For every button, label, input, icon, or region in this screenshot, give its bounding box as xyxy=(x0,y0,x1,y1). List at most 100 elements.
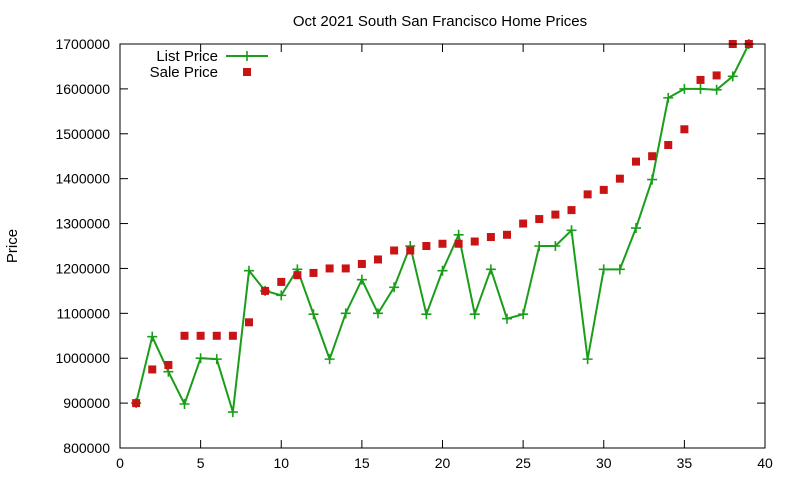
sale-price-point xyxy=(293,271,302,280)
list-price-point xyxy=(469,309,480,320)
list-price-point xyxy=(389,282,400,293)
sale-price-point xyxy=(228,331,237,340)
sale-price-point xyxy=(132,399,141,408)
sale-price-point xyxy=(712,71,721,80)
x-tick-label: 25 xyxy=(515,455,531,471)
y-tick-label: 1600000 xyxy=(55,81,110,97)
legend-label-sale-price: Sale Price xyxy=(150,64,218,81)
list-price-point xyxy=(179,399,190,410)
x-tick-label: 35 xyxy=(677,455,693,471)
list-price-point xyxy=(453,229,464,240)
x-tick-label: 30 xyxy=(596,455,612,471)
chart-title: Oct 2021 South San Francisco Home Prices xyxy=(293,13,587,30)
legend-marker-sale-price xyxy=(243,68,251,76)
list-price-point xyxy=(502,313,512,324)
y-tick-label: 1500000 xyxy=(55,126,110,142)
series-list-price xyxy=(131,39,754,418)
list-price-point xyxy=(421,309,432,320)
sale-price-point xyxy=(632,157,640,166)
sale-price-point xyxy=(164,360,173,369)
y-tick-label: 900000 xyxy=(63,395,110,411)
sale-price-point xyxy=(486,233,495,242)
sale-price-point xyxy=(357,259,366,268)
sale-price-point xyxy=(148,365,157,374)
list-price-point xyxy=(647,174,658,185)
list-price-point xyxy=(147,331,158,342)
sale-price-point xyxy=(615,174,624,183)
y-tick-label: 1200000 xyxy=(55,260,110,276)
list-price-point xyxy=(244,265,254,276)
sale-price-point xyxy=(470,237,479,246)
list-price-point xyxy=(631,223,641,234)
sale-price-point xyxy=(261,286,270,295)
sale-price-point xyxy=(245,318,253,327)
list-price-point xyxy=(437,265,448,276)
x-tick-label: 15 xyxy=(354,455,370,471)
series-sale-price xyxy=(132,40,753,408)
sale-price-point xyxy=(648,152,657,161)
sale-price-point xyxy=(680,125,689,134)
list-price-point xyxy=(663,92,674,103)
list-price-point xyxy=(598,264,609,275)
list-price-point xyxy=(324,354,335,365)
x-tick-label: 40 xyxy=(757,455,773,471)
legend-marker-list-price xyxy=(242,51,252,61)
axis-ticks: 0 5 10 15 20 25 30 35 40 800000 900000 1000000 11000… xyxy=(55,36,773,471)
sale-price-point xyxy=(503,230,511,239)
plot-frame xyxy=(119,43,766,449)
sale-price-point xyxy=(599,185,608,194)
list-price-point xyxy=(582,354,593,365)
sale-price-point xyxy=(422,242,431,250)
list-price-point xyxy=(211,354,222,365)
x-tick-label: 5 xyxy=(197,455,205,471)
sale-price-point xyxy=(341,264,350,273)
sale-price-point xyxy=(325,264,334,273)
list-price-point xyxy=(308,309,319,320)
y-axis-label: Price xyxy=(4,229,21,263)
sale-price-point xyxy=(551,210,560,219)
list-price-point xyxy=(195,353,206,364)
sale-price-point xyxy=(454,239,463,248)
sale-price-point xyxy=(583,190,592,199)
list-price-point xyxy=(711,84,722,95)
y-tick-label: 1700000 xyxy=(55,36,110,52)
sale-price-point xyxy=(535,215,544,224)
list-price-point xyxy=(227,407,238,418)
list-price-point xyxy=(695,83,706,94)
legend-label-list-price: List Price xyxy=(156,48,218,65)
y-tick-label: 1100000 xyxy=(57,305,111,321)
sale-price-point xyxy=(406,246,415,255)
list-price-point xyxy=(534,241,545,251)
list-price-point xyxy=(518,309,529,320)
y-tick-label: 1400000 xyxy=(55,171,110,187)
sale-price-point xyxy=(212,331,221,340)
list-price-point xyxy=(550,241,561,251)
sale-price-point xyxy=(309,268,318,277)
y-tick-label: 1300000 xyxy=(55,216,110,232)
list-price-point xyxy=(373,308,383,319)
list-price-point xyxy=(679,83,690,94)
y-tick-label: 800000 xyxy=(63,440,110,456)
sale-price-point xyxy=(567,206,576,215)
series-layer xyxy=(131,39,754,418)
sale-price-point xyxy=(196,331,205,340)
x-tick-label: 20 xyxy=(435,455,451,471)
sale-price-point xyxy=(180,331,189,340)
list-price-point xyxy=(340,308,351,319)
list-price-point xyxy=(727,71,738,82)
sale-price-point xyxy=(438,239,447,248)
list-price-line xyxy=(135,43,750,413)
y-tick-label: 1000000 xyxy=(55,350,110,366)
list-price-point xyxy=(614,264,625,275)
sale-price-point xyxy=(664,141,673,149)
x-tick-label: 10 xyxy=(273,455,289,471)
sale-price-point xyxy=(390,246,399,255)
sale-price-point xyxy=(696,75,705,84)
x-tick-label: 0 xyxy=(116,455,124,471)
sale-price-point xyxy=(277,277,286,286)
list-price-point xyxy=(276,290,287,301)
sale-price-point xyxy=(374,255,382,264)
